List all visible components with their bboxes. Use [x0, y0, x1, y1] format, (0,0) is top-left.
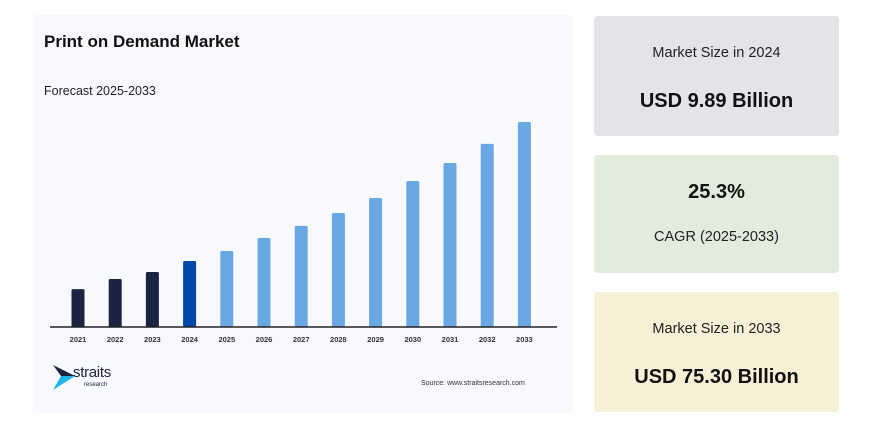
bar-2032 [480, 143, 494, 327]
bar-2028 [331, 213, 345, 327]
x-tick-label: 2025 [218, 335, 235, 344]
x-tick-label: 2032 [479, 335, 496, 344]
x-tick-label: 2021 [70, 335, 87, 344]
bar-2023 [145, 272, 159, 327]
bar-2029 [369, 198, 383, 327]
market-size-2033-card: Market Size in 2033 USD 75.30 Billion [594, 292, 839, 412]
bar-2026 [257, 238, 271, 327]
bar-2031 [443, 163, 457, 327]
x-tick-label: 2024 [181, 335, 199, 344]
x-tick-label: 2028 [330, 335, 347, 344]
logo-arrow-icon [53, 365, 75, 390]
chart-subtitle: Forecast 2025-2033 [44, 84, 156, 98]
x-tick-label: 2033 [516, 335, 533, 344]
cagr-card: 25.3% CAGR (2025-2033) [594, 155, 839, 273]
bar-2025 [220, 250, 234, 327]
x-tick-label: 2027 [293, 335, 310, 344]
market-size-2024-card: Market Size in 2024 USD 9.89 Billion [594, 16, 839, 136]
bar-2030 [406, 181, 420, 327]
x-tick-label: 2023 [144, 335, 161, 344]
logo-name: straits [73, 364, 111, 381]
card-value: 25.3% [688, 181, 745, 203]
card-label: Market Size in 2024 [652, 45, 781, 61]
bar-2027 [294, 225, 308, 327]
bar-2022 [108, 279, 122, 327]
logo-tagline: research [84, 382, 108, 388]
bar-2024 [183, 260, 197, 327]
bar-2021 [71, 289, 85, 327]
card-value: USD 9.89 Billion [639, 90, 794, 112]
x-tick-label: 2031 [442, 335, 459, 344]
x-tick-label: 2022 [107, 335, 124, 344]
source-text: Source: www.straitsresearch.com [421, 380, 525, 387]
card-value: USD 75.30 Billion [634, 366, 799, 388]
x-tick-label: 2029 [367, 335, 384, 344]
straits-logo: straits research [53, 365, 133, 393]
x-tick-label: 2030 [404, 335, 421, 344]
card-label: CAGR (2025-2033) [654, 229, 779, 245]
chart-panel: Print on Demand Market Forecast 2025-203… [33, 15, 573, 413]
bar-chart: 2021 2022 2023 2024 2025 2026 2027 2028 2029 2030… [50, 122, 557, 344]
bar-2033 [517, 122, 531, 327]
chart-title: Print on Demand Market [44, 32, 240, 51]
card-label: Market Size in 2033 [652, 321, 781, 337]
x-tick-label: 2026 [256, 335, 273, 344]
